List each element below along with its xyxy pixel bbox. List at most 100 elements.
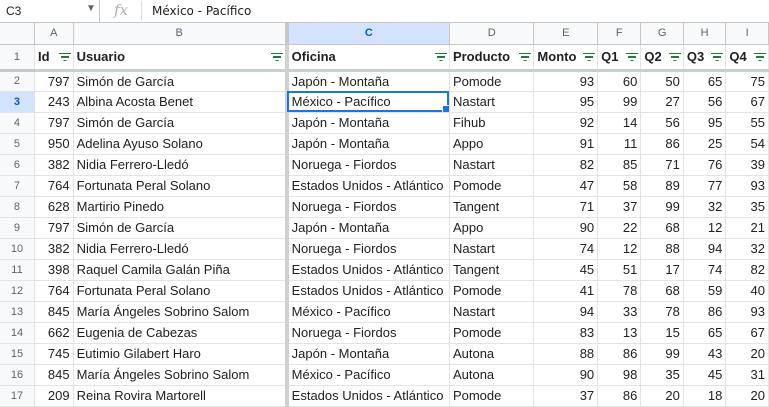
column-header-a[interactable]: A <box>34 23 74 45</box>
cell-q1[interactable]: 22 <box>597 217 642 239</box>
filter-icon[interactable] <box>583 52 596 62</box>
cell-q2[interactable]: 68 <box>640 280 684 302</box>
cell-monto[interactable]: 83 <box>533 322 599 344</box>
cell-id[interactable]: 382 <box>34 154 74 176</box>
cell-usuario[interactable]: Albina Acosta Benet <box>73 91 289 113</box>
cell-q3[interactable]: 65 <box>683 322 727 344</box>
cell-producto[interactable]: Appo <box>449 217 535 239</box>
cell-q1[interactable]: 86 <box>597 385 642 407</box>
cell-q2[interactable]: 35 <box>640 364 684 386</box>
cell-q4[interactable]: 82 <box>725 259 769 281</box>
header-cell-monto[interactable]: Monto <box>533 44 599 72</box>
cell-q4[interactable]: 93 <box>725 175 769 197</box>
row-header[interactable]: 1 <box>0 44 35 72</box>
cell-q2[interactable]: 20 <box>640 385 684 407</box>
cell-q3[interactable]: 45 <box>683 364 727 386</box>
cell-q2[interactable]: 88 <box>640 238 684 260</box>
cell-oficina[interactable]: Noruega - Fiordos <box>286 196 450 218</box>
header-cell-id[interactable]: Id <box>34 44 74 72</box>
cell-usuario[interactable]: Simón de García <box>73 70 289 92</box>
cell-q1[interactable]: 37 <box>597 196 642 218</box>
filter-icon[interactable] <box>58 52 71 62</box>
cell-q4[interactable]: 35 <box>725 196 769 218</box>
formula-input[interactable]: México - Pacífico <box>152 4 252 18</box>
cell-q3[interactable]: 56 <box>683 91 727 113</box>
cell-q1[interactable]: 78 <box>597 280 642 302</box>
cell-q4[interactable]: 67 <box>725 322 769 344</box>
cell-q4[interactable]: 39 <box>725 154 769 176</box>
cell-monto[interactable]: 95 <box>533 91 599 113</box>
cell-id[interactable]: 662 <box>34 322 74 344</box>
cell-oficina[interactable]: México - Pacífico <box>286 301 450 323</box>
chevron-down-icon[interactable]: ▼ <box>86 3 96 14</box>
cell-oficina[interactable]: Japón - Montaña <box>286 70 450 92</box>
cell-id[interactable]: 764 <box>34 280 74 302</box>
cell-oficina[interactable]: Japón - Montaña <box>286 112 450 134</box>
cell-producto[interactable]: Nastart <box>449 301 535 323</box>
cell-q4[interactable]: 40 <box>725 280 769 302</box>
cell-id[interactable]: 797 <box>34 217 74 239</box>
cell-monto[interactable]: 47 <box>533 175 599 197</box>
select-all-corner[interactable] <box>0 23 35 45</box>
filter-icon[interactable] <box>519 52 532 62</box>
cell-oficina[interactable]: México - Pacífico <box>286 364 450 386</box>
cell-usuario[interactable]: Eugenia de Cabezas <box>73 322 289 344</box>
column-header-h[interactable]: H <box>683 23 727 45</box>
column-header-d[interactable]: D <box>449 23 535 45</box>
cell-q3[interactable]: 18 <box>683 385 727 407</box>
cell-q1[interactable]: 13 <box>597 322 642 344</box>
cell-q4[interactable]: 20 <box>725 385 769 407</box>
row-header[interactable]: 16 <box>0 364 35 386</box>
header-cell-q4[interactable]: Q4 <box>725 44 769 72</box>
cell-oficina[interactable]: Noruega - Fiordos <box>286 238 450 260</box>
cell-producto[interactable]: Pomode <box>449 385 535 407</box>
filter-icon[interactable] <box>270 52 283 62</box>
cell-q2[interactable]: 71 <box>640 154 684 176</box>
cell-q1[interactable]: 58 <box>597 175 642 197</box>
cell-monto[interactable]: 92 <box>533 112 599 134</box>
cell-id[interactable]: 845 <box>34 301 74 323</box>
cell-producto[interactable]: Pomode <box>449 322 535 344</box>
cell-q2[interactable]: 56 <box>640 112 684 134</box>
cell-producto[interactable]: Pomode <box>449 280 535 302</box>
cell-q4[interactable]: 31 <box>725 364 769 386</box>
filter-icon[interactable] <box>626 52 639 62</box>
cell-q2[interactable]: 68 <box>640 217 684 239</box>
row-header[interactable]: 17 <box>0 385 35 407</box>
cell-q1[interactable]: 51 <box>597 259 642 281</box>
cell-monto[interactable]: 82 <box>533 154 599 176</box>
row-header[interactable]: 12 <box>0 280 35 302</box>
cell-q3[interactable]: 43 <box>683 343 727 365</box>
cell-q4[interactable]: 93 <box>725 301 769 323</box>
cell-producto[interactable]: Autona <box>449 364 535 386</box>
cell-usuario[interactable]: María Ángeles Sobrino Salom <box>73 364 289 386</box>
cell-q3[interactable]: 25 <box>683 133 727 155</box>
column-header-c[interactable]: C <box>286 23 450 45</box>
cell-q4[interactable]: 54 <box>725 133 769 155</box>
cell-producto[interactable]: Tangent <box>449 259 535 281</box>
cell-producto[interactable]: Autona <box>449 343 535 365</box>
column-header-b[interactable]: B <box>73 23 289 45</box>
cell-monto[interactable]: 90 <box>533 217 599 239</box>
cell-q4[interactable]: 55 <box>725 112 769 134</box>
cell-q4[interactable]: 67 <box>725 91 769 113</box>
cell-monto[interactable]: 88 <box>533 343 599 365</box>
cell-q3[interactable]: 32 <box>683 196 727 218</box>
column-header-g[interactable]: G <box>640 23 684 45</box>
cell-oficina[interactable]: Noruega - Fiordos <box>286 154 450 176</box>
column-header-i[interactable]: I <box>725 23 769 45</box>
cell-usuario[interactable]: Martirio Pinedo <box>73 196 289 218</box>
cell-q2[interactable]: 50 <box>640 70 684 92</box>
cell-id[interactable]: 797 <box>34 112 74 134</box>
cell-producto[interactable]: Pomode <box>449 70 535 92</box>
cell-id[interactable]: 745 <box>34 343 74 365</box>
cell-q2[interactable]: 89 <box>640 175 684 197</box>
cell-usuario[interactable]: Nidia Ferrero-Lledó <box>73 154 289 176</box>
cell-oficina[interactable]: Estados Unidos - Atlántico <box>286 175 450 197</box>
header-cell-producto[interactable]: Producto <box>449 44 535 72</box>
cell-q1[interactable]: 33 <box>597 301 642 323</box>
cell-q1[interactable]: 11 <box>597 133 642 155</box>
cell-q4[interactable]: 21 <box>725 217 769 239</box>
cell-q3[interactable]: 86 <box>683 301 727 323</box>
cell-q1[interactable]: 86 <box>597 343 642 365</box>
